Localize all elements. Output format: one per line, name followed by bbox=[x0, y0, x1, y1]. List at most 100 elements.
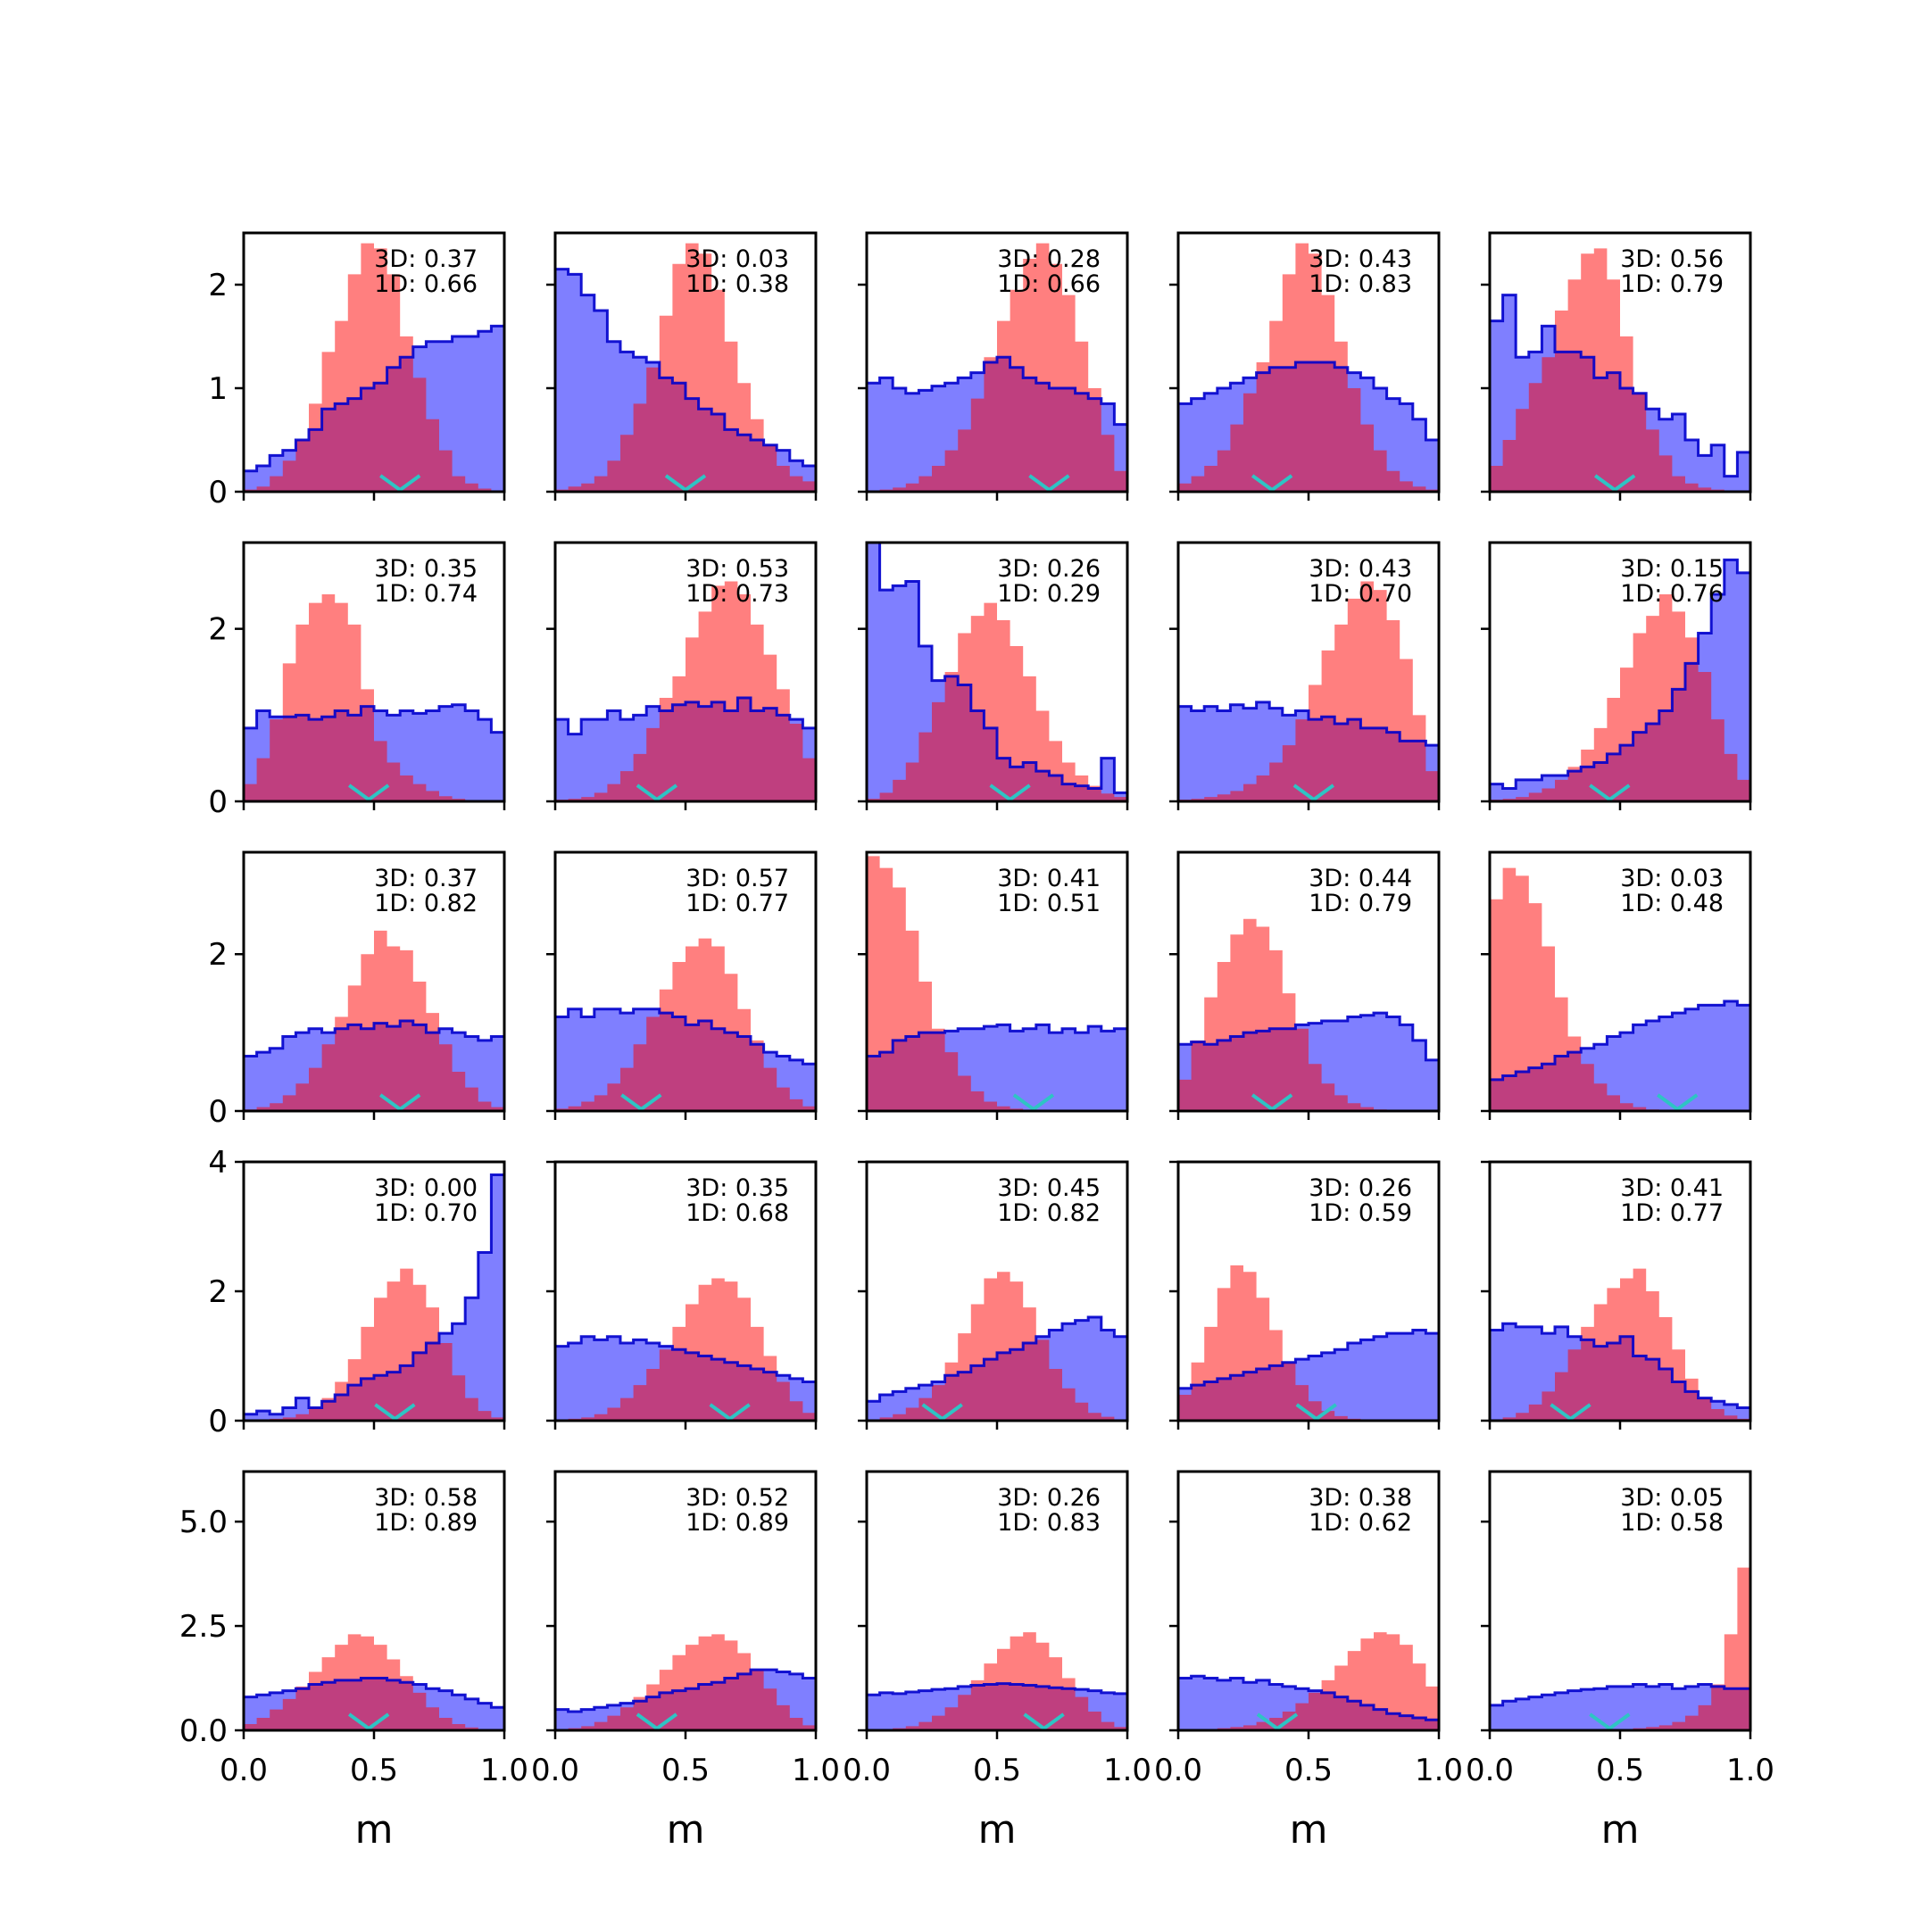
red-histogram-fill bbox=[244, 930, 504, 1111]
blue-histogram-outline bbox=[865, 1023, 1129, 1111]
label-3d: 3D: 0.58 bbox=[374, 1484, 478, 1512]
y-tick-label: 1 bbox=[208, 371, 228, 407]
label-1d: 1D: 0.77 bbox=[686, 890, 789, 917]
label-3d: 3D: 0.57 bbox=[686, 865, 789, 892]
label-3d: 3D: 0.03 bbox=[686, 245, 789, 273]
marker-v bbox=[636, 1712, 678, 1731]
label-3d: 3D: 0.35 bbox=[374, 555, 478, 583]
blue-histogram-outline bbox=[242, 1173, 506, 1421]
label-1d: 1D: 0.51 bbox=[997, 890, 1101, 917]
marker-v bbox=[347, 1712, 390, 1731]
x-axis-label: m bbox=[1290, 1807, 1328, 1853]
x-tick-label: 0.5 bbox=[350, 1753, 398, 1788]
marker-v bbox=[709, 1403, 751, 1422]
blue-histogram-outline bbox=[1176, 1011, 1441, 1111]
marker-v bbox=[347, 784, 390, 802]
y-tick-label: 2 bbox=[208, 268, 228, 303]
marker-v bbox=[1256, 1712, 1299, 1731]
blue-histogram-outline bbox=[1176, 361, 1441, 492]
blue-histogram-outline bbox=[1176, 701, 1441, 801]
blue-histogram-outline bbox=[242, 703, 506, 801]
label-3d: 3D: 0.26 bbox=[997, 555, 1101, 583]
marker-v bbox=[379, 474, 421, 493]
marker-v bbox=[1028, 474, 1070, 493]
x-tick-label: 0.0 bbox=[531, 1753, 579, 1788]
y-tick-label: 0 bbox=[208, 1404, 228, 1439]
label-3d: 3D: 0.38 bbox=[1309, 1484, 1412, 1512]
blue-histogram-outline bbox=[865, 355, 1129, 492]
blue-histogram-outline bbox=[1488, 558, 1752, 801]
label-1d: 1D: 0.83 bbox=[1309, 270, 1412, 298]
label-3d: 3D: 0.35 bbox=[686, 1174, 789, 1202]
blue-histogram-outline bbox=[1488, 294, 1752, 492]
x-tick-label: 1.0 bbox=[792, 1753, 840, 1788]
label-1d: 1D: 0.58 bbox=[1620, 1509, 1724, 1537]
x-tick-label: 0.5 bbox=[661, 1753, 710, 1788]
marker-v bbox=[1251, 474, 1293, 493]
marker-v bbox=[1657, 1093, 1699, 1112]
x-tick-label: 0.0 bbox=[843, 1753, 891, 1788]
blue-histogram-outline bbox=[242, 324, 506, 492]
label-3d: 3D: 0.53 bbox=[686, 555, 789, 583]
label-1d: 1D: 0.59 bbox=[1309, 1199, 1412, 1227]
red-histogram-fill bbox=[555, 581, 816, 801]
red-histogram-fill bbox=[1490, 867, 1750, 1111]
marker-v bbox=[1589, 1712, 1631, 1731]
label-3d: 3D: 0.37 bbox=[374, 245, 478, 273]
marker-v bbox=[989, 784, 1031, 802]
label-1d: 1D: 0.48 bbox=[1620, 890, 1724, 917]
y-tick-label: 0 bbox=[208, 475, 228, 510]
red-histogram-fill bbox=[1178, 581, 1439, 801]
x-axis-label: m bbox=[978, 1807, 1017, 1853]
label-3d: 3D: 0.37 bbox=[374, 865, 478, 892]
red-histogram-fill bbox=[867, 1272, 1127, 1421]
label-3d: 3D: 0.26 bbox=[1309, 1174, 1412, 1202]
y-tick-label: 5.0 bbox=[179, 1505, 228, 1540]
red-histogram-fill bbox=[1490, 248, 1750, 492]
red-histogram-fill bbox=[1178, 1265, 1439, 1421]
red-histogram-fill bbox=[244, 1634, 504, 1730]
y-tick-label: 0 bbox=[208, 1094, 228, 1130]
label-1d: 1D: 0.73 bbox=[686, 580, 789, 608]
label-3d: 3D: 0.15 bbox=[1620, 555, 1724, 583]
red-histogram-fill bbox=[555, 1634, 816, 1730]
label-3d: 3D: 0.44 bbox=[1309, 865, 1412, 892]
label-1d: 1D: 0.68 bbox=[686, 1199, 789, 1227]
marker-v bbox=[1295, 1403, 1337, 1422]
marker-v bbox=[620, 1093, 662, 1112]
blue-histogram-outline bbox=[553, 1335, 818, 1421]
y-tick-label: 2.5 bbox=[179, 1609, 228, 1645]
blue-histogram-outline bbox=[865, 1315, 1129, 1421]
label-1d: 1D: 0.77 bbox=[1620, 1199, 1724, 1227]
blue-histogram-outline bbox=[242, 1019, 506, 1111]
label-1d: 1D: 0.82 bbox=[374, 890, 478, 917]
red-histogram-fill bbox=[1178, 918, 1439, 1111]
blue-histogram-outline bbox=[553, 1668, 818, 1730]
marker-v bbox=[1012, 1093, 1055, 1112]
marker-v bbox=[1589, 784, 1631, 802]
marker-v bbox=[1251, 1093, 1293, 1112]
red-histogram-fill bbox=[867, 602, 1127, 801]
label-1d: 1D: 0.66 bbox=[374, 270, 478, 298]
red-histogram-fill bbox=[555, 243, 816, 492]
blue-histogram-outline bbox=[553, 696, 818, 801]
marker-v bbox=[379, 1093, 421, 1112]
label-1d: 1D: 0.83 bbox=[997, 1509, 1101, 1537]
x-tick-label: 1.0 bbox=[1103, 1753, 1151, 1788]
x-tick-label: 0.0 bbox=[1466, 1753, 1514, 1788]
marker-v bbox=[636, 784, 678, 802]
label-1d: 1D: 0.89 bbox=[374, 1509, 478, 1537]
blue-histogram-outline bbox=[1488, 1683, 1752, 1730]
